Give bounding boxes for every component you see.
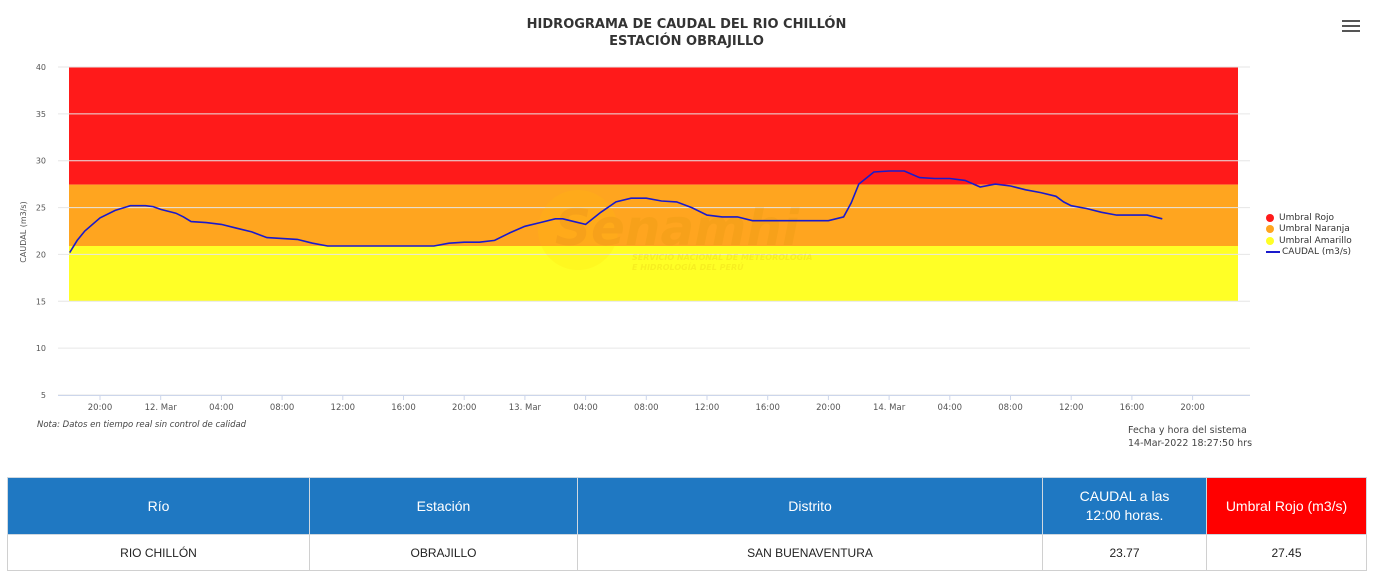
watermark-brand: Senamhi [555, 199, 800, 257]
cell-distrito: SAN BUENAVENTURA [577, 534, 1043, 571]
cell-rio: RIO CHILLÓN [7, 534, 310, 571]
legend-item-umbral-rojo[interactable]: Umbral Rojo [1266, 212, 1352, 224]
x-tick-label: 14. Mar [873, 403, 906, 413]
y-tick-label: 25 [36, 204, 46, 213]
legend-label: Umbral Naranja [1279, 224, 1350, 235]
header-rio: Río [7, 477, 310, 535]
threshold-band-umbral-rojo [69, 67, 1238, 185]
x-tick-label: 16:00 [1120, 403, 1145, 413]
chart-title: HIDROGRAMA DE CAUDAL DEL RIO CHILLÓN [526, 17, 847, 32]
header-caudal-line2: 12:00 horas. [1085, 507, 1164, 523]
header-caudal-line1: CAUDAL a las [1079, 488, 1170, 504]
y-axis-label: CAUDAL (m3/s) [19, 201, 28, 262]
senamhi-watermark: Senamhi SERVICIO NACIONAL DE METEOROLOGÍ… [538, 190, 812, 272]
x-tick-label: 04:00 [938, 403, 963, 413]
y-tick-label: 30 [36, 157, 46, 166]
x-tick-label: 20:00 [88, 403, 113, 413]
x-tick-label: 12:00 [695, 403, 720, 413]
x-tick-label: 04:00 [209, 403, 234, 413]
y-tick-label: 35 [36, 110, 46, 119]
legend-yellow-dot-icon [1266, 236, 1274, 245]
x-tick-label: 20:00 [816, 403, 841, 413]
system-time-value: 14-Mar-2022 18:27:50 hrs [1128, 438, 1253, 449]
x-tick-label: 12:00 [1059, 403, 1084, 413]
header-distrito: Distrito [577, 477, 1043, 535]
x-tick-label: 16:00 [391, 403, 416, 413]
cell-umbral: 27.45 [1206, 534, 1367, 571]
legend-item-umbral-amarillo[interactable]: Umbral Amarillo [1266, 235, 1352, 247]
data-quality-note: Nota: Datos en tiempo real sin control d… [37, 420, 247, 430]
header-caudal: CAUDAL a las 12:00 horas. [1042, 477, 1207, 535]
legend-red-dot-icon [1266, 213, 1274, 222]
legend-item-caudal[interactable]: CAUDAL (m3/s) [1266, 247, 1352, 259]
header-umbral-rojo: Umbral Rojo (m3/s) [1206, 477, 1367, 535]
x-tick-label: 12:00 [331, 403, 356, 413]
threshold-band-umbral-amarillo [69, 245, 1238, 302]
legend-label: Umbral Rojo [1279, 212, 1335, 223]
x-tick-label: 08:00 [634, 403, 659, 413]
header-estacion: Estación [309, 477, 578, 535]
x-tick-label: 04:00 [573, 403, 598, 413]
y-tick-label: 40 [36, 63, 46, 72]
legend-label: Umbral Amarillo [1279, 235, 1352, 246]
x-tick-label: 20:00 [452, 403, 477, 413]
x-tick-label: 16:00 [755, 403, 780, 413]
watermark-subtitle-1: SERVICIO NACIONAL DE METEOROLOGÍA [632, 251, 812, 262]
chart-legend: Umbral Rojo Umbral Naranja Umbral Amaril… [1266, 212, 1352, 258]
legend-label: CAUDAL (m3/s) [1282, 247, 1352, 258]
watermark-subtitle-2: E HIDROLOGÍA DEL PERÚ [632, 261, 744, 272]
station-data-table: Río Estación Distrito CAUDAL a las 12:00 … [7, 477, 1367, 571]
y-tick-label: 5 [41, 391, 46, 400]
caudal-series-line [69, 170, 1163, 254]
system-time-label: Fecha y hora del sistema [1128, 425, 1247, 436]
system-time: Fecha y hora del sistema 14-Mar-2022 18:… [1128, 424, 1252, 450]
x-tick-label: 08:00 [998, 403, 1023, 413]
x-tick-label: 12. Mar [145, 403, 178, 413]
cell-estacion: OBRAJILLO [309, 534, 578, 571]
hydrograph-chart: Senamhi SERVICIO NACIONAL DE METEOROLOGÍ… [19, 63, 1250, 413]
legend-line-icon [1266, 251, 1280, 254]
chart-subtitle: ESTACIÓN OBRAJILLO [609, 34, 764, 49]
y-tick-label: 15 [36, 297, 46, 306]
legend-item-umbral-naranja[interactable]: Umbral Naranja [1266, 224, 1352, 236]
cell-caudal: 23.77 [1042, 534, 1207, 571]
x-tick-label: 20:00 [1180, 403, 1205, 413]
y-tick-label: 20 [36, 250, 46, 259]
x-tick-label: 08:00 [270, 403, 295, 413]
y-tick-label: 10 [36, 344, 46, 353]
hamburger-menu-icon[interactable] [1342, 20, 1360, 34]
legend-orange-dot-icon [1266, 225, 1274, 234]
table-row: RIO CHILLÓN OBRAJILLO SAN BUENAVENTURA 2… [7, 534, 1367, 571]
x-tick-label: 13. Mar [509, 403, 542, 413]
